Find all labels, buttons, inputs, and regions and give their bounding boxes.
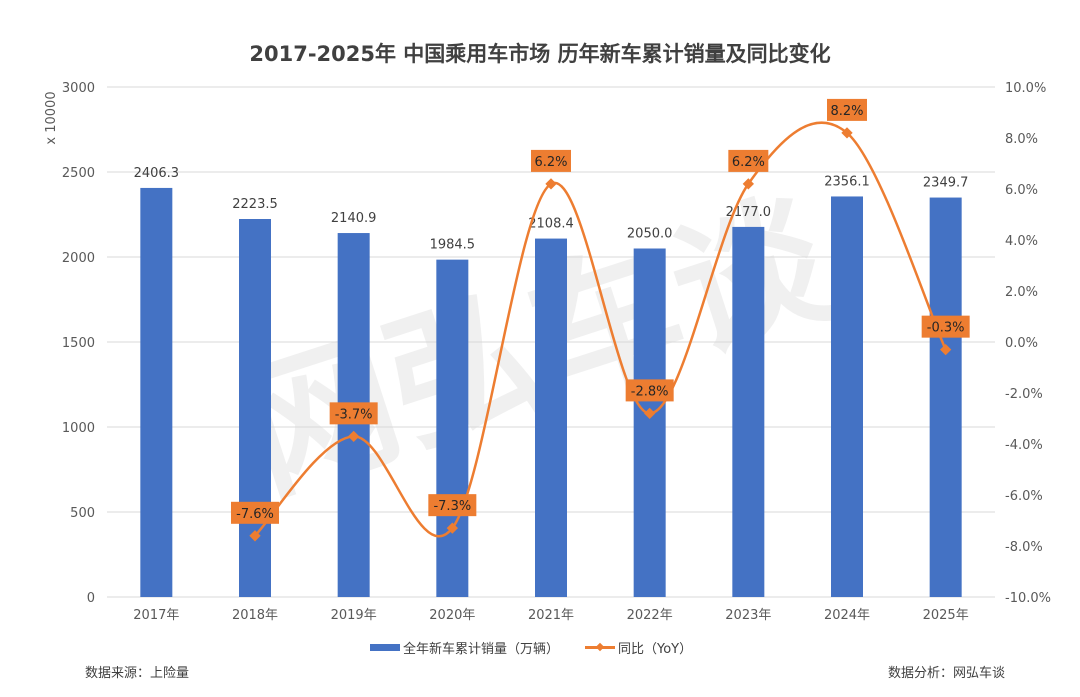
bar-data-label: 2050.0 (627, 227, 673, 242)
y2-tick-label: 0.0% (1005, 336, 1038, 351)
bar-data-label: 2223.5 (232, 197, 278, 212)
y2-tick-label: -4.0% (1005, 438, 1043, 453)
yoy-label-box (728, 149, 769, 172)
y2-tick-label: 4.0% (1005, 234, 1038, 249)
bar (929, 197, 962, 597)
bar-data-label: 2108.4 (528, 217, 574, 232)
yoy-data-label: 8.2% (830, 104, 863, 119)
y2-tick-label: -6.0% (1005, 489, 1043, 504)
x-tick-label: 2017年 (133, 608, 179, 623)
y-axis-label: x 10000 (44, 91, 59, 144)
yoy-label-box (428, 494, 477, 517)
y2-tick-label: 8.0% (1005, 132, 1038, 147)
bar-data-label: 2406.3 (134, 166, 180, 181)
bar (436, 259, 469, 597)
legend-bar-label: 全年新车累计销量（万辆） (403, 642, 560, 657)
yoy-point (348, 430, 360, 443)
footer-source: 数据来源：上险量 (85, 666, 190, 681)
yoy-data-label: -3.7% (335, 407, 373, 422)
yoy-data-label: 6.2% (732, 155, 765, 170)
y-tick-label: 2500 (62, 166, 95, 181)
legend-line-label: 同比（YoY） (618, 642, 693, 657)
yoy-point (249, 530, 261, 542)
bar (140, 187, 173, 597)
yoy-label-box (531, 149, 571, 172)
footer-analysis: 数据分析：网弘车谈 (887, 666, 1005, 681)
bar (633, 248, 666, 597)
x-tick-label: 2020年 (429, 608, 475, 623)
yoy-point (446, 522, 458, 534)
yoy-label-box (921, 315, 970, 338)
x-tick-label: 2018年 (232, 608, 278, 623)
bar-data-label: 2356.1 (824, 174, 870, 189)
x-tick-label: 2019年 (331, 608, 377, 623)
y-tick-label: 1500 (62, 336, 95, 351)
yoy-point (644, 407, 656, 420)
yoy-point (545, 178, 557, 190)
yoy-point (841, 127, 853, 139)
y2-tick-label: -8.0% (1005, 540, 1043, 555)
legend-line-swatch (585, 642, 616, 652)
chart-title: 2017-2025年 中国乘用车市场 历年新车累计销量及同比变化 (249, 42, 831, 66)
legend: 全年新车累计销量（万辆） 同比（YoY） (370, 638, 692, 657)
yoy-line (254, 121, 947, 538)
y2-tick-label: 2.0% (1005, 285, 1038, 300)
y-tick-label: 500 (70, 506, 95, 521)
bar-data-label: 2140.9 (331, 211, 377, 226)
y2-tick-label: 6.0% (1005, 183, 1038, 198)
bar-data-label: 2177.0 (726, 205, 772, 220)
x-tick-label: 2024年 (824, 608, 870, 623)
y-tick-label: 2000 (62, 251, 95, 266)
yoy-label-box (329, 402, 378, 425)
x-tick-label: 2022年 (627, 608, 673, 623)
bar-data-label: 2349.7 (923, 176, 969, 191)
y2-tick-label: 10.0% (1005, 81, 1046, 96)
yoy-point (742, 178, 754, 190)
yoy-data-label: -2.8% (631, 384, 669, 399)
y-tick-label: 0 (87, 591, 95, 606)
legend-bar-swatch (370, 644, 400, 651)
yoy-data-label: -7.6% (236, 507, 274, 522)
x-tick-label: 2023年 (725, 608, 771, 623)
yoy-data-label: 6.2% (534, 155, 567, 170)
x-tick-label: 2021年 (528, 608, 574, 623)
yoy-point (940, 343, 952, 356)
y2-tick-label: -10.0% (1005, 591, 1051, 606)
x-tick-label: 2025年 (923, 608, 969, 623)
y-tick-label: 3000 (62, 81, 95, 96)
y-tick-label: 1000 (62, 421, 95, 436)
yoy-label-box (231, 501, 279, 524)
yoy-data-label: -7.3% (433, 499, 471, 514)
bar (831, 196, 863, 597)
bar (535, 238, 567, 597)
yoy-label-box (625, 379, 674, 402)
bar-data-label: 1984.5 (430, 238, 476, 253)
yoy-label-box (827, 98, 867, 121)
yoy-data-label: -0.3% (927, 321, 965, 336)
y2-tick-label: -2.0% (1005, 387, 1043, 402)
bar (732, 226, 765, 597)
